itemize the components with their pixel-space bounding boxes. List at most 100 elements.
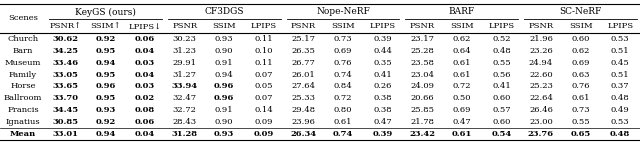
Text: 0.48: 0.48 xyxy=(492,47,511,55)
Text: 0.04: 0.04 xyxy=(135,130,155,138)
Text: 29.48: 29.48 xyxy=(291,106,316,114)
Text: 0.44: 0.44 xyxy=(373,47,392,55)
Text: Mean: Mean xyxy=(10,130,36,138)
Text: 34.45: 34.45 xyxy=(52,106,79,114)
Text: 0.92: 0.92 xyxy=(95,35,116,43)
Text: 0.37: 0.37 xyxy=(611,83,630,90)
Text: Francis: Francis xyxy=(7,106,39,114)
Text: 22.64: 22.64 xyxy=(529,94,553,102)
Text: 0.03: 0.03 xyxy=(135,83,155,90)
Text: 0.64: 0.64 xyxy=(452,47,471,55)
Text: 0.06: 0.06 xyxy=(135,35,155,43)
Text: 0.05: 0.05 xyxy=(255,83,273,90)
Text: 0.53: 0.53 xyxy=(611,35,630,43)
Text: 0.61: 0.61 xyxy=(333,118,352,126)
Text: 0.07: 0.07 xyxy=(255,71,273,79)
Text: 33.65: 33.65 xyxy=(52,83,79,90)
Text: 0.10: 0.10 xyxy=(255,47,273,55)
Text: 0.26: 0.26 xyxy=(373,83,392,90)
Text: Ignatius: Ignatius xyxy=(6,118,40,126)
Text: 0.69: 0.69 xyxy=(452,106,471,114)
Text: 0.90: 0.90 xyxy=(215,47,234,55)
Text: 23.17: 23.17 xyxy=(410,35,434,43)
Text: 32.72: 32.72 xyxy=(173,106,196,114)
Text: 0.91: 0.91 xyxy=(215,106,234,114)
Text: CF3DGS: CF3DGS xyxy=(204,8,244,16)
Text: 23.04: 23.04 xyxy=(410,71,434,79)
Text: 0.41: 0.41 xyxy=(492,83,511,90)
Text: BARF: BARF xyxy=(449,8,475,16)
Text: 0.11: 0.11 xyxy=(255,59,273,67)
Text: 0.52: 0.52 xyxy=(492,35,511,43)
Text: 23.76: 23.76 xyxy=(528,130,554,138)
Text: 20.66: 20.66 xyxy=(410,94,434,102)
Text: 23.96: 23.96 xyxy=(291,118,316,126)
Text: PSNR: PSNR xyxy=(529,22,554,31)
Text: Ballroom: Ballroom xyxy=(4,94,42,102)
Text: 0.03: 0.03 xyxy=(135,59,155,67)
Text: SSIM: SSIM xyxy=(569,22,593,31)
Text: 33.05: 33.05 xyxy=(53,71,79,79)
Text: 0.63: 0.63 xyxy=(572,71,590,79)
Text: 24.09: 24.09 xyxy=(410,83,434,90)
Text: Museum: Museum xyxy=(5,59,41,67)
Text: PSNR: PSNR xyxy=(172,22,197,31)
Text: 0.38: 0.38 xyxy=(373,94,392,102)
Text: 0.06: 0.06 xyxy=(135,118,155,126)
Text: 0.51: 0.51 xyxy=(611,47,630,55)
Text: 33.46: 33.46 xyxy=(52,59,79,67)
Text: 0.74: 0.74 xyxy=(333,130,353,138)
Text: 31.23: 31.23 xyxy=(173,47,196,55)
Text: 0.92: 0.92 xyxy=(95,118,116,126)
Text: 0.94: 0.94 xyxy=(95,59,116,67)
Text: 23.58: 23.58 xyxy=(410,59,434,67)
Text: Family: Family xyxy=(9,71,37,79)
Text: 25.85: 25.85 xyxy=(410,106,434,114)
Text: 30.23: 30.23 xyxy=(173,35,196,43)
Text: 0.55: 0.55 xyxy=(492,59,511,67)
Text: 0.14: 0.14 xyxy=(255,106,273,114)
Text: 0.84: 0.84 xyxy=(333,83,353,90)
Text: Barn: Barn xyxy=(13,47,33,55)
Text: 26.35: 26.35 xyxy=(291,47,316,55)
Text: 0.48: 0.48 xyxy=(610,130,630,138)
Text: 0.91: 0.91 xyxy=(215,59,234,67)
Text: LPIPS↓: LPIPS↓ xyxy=(129,22,161,31)
Text: 0.76: 0.76 xyxy=(333,59,352,67)
Text: 0.95: 0.95 xyxy=(95,71,116,79)
Text: 0.53: 0.53 xyxy=(611,118,630,126)
Text: 0.51: 0.51 xyxy=(611,71,630,79)
Text: 31.27: 31.27 xyxy=(173,71,196,79)
Text: LPIPS: LPIPS xyxy=(488,22,515,31)
Text: LPIPS: LPIPS xyxy=(369,22,396,31)
Text: 0.69: 0.69 xyxy=(572,59,590,67)
Text: 0.72: 0.72 xyxy=(452,83,471,90)
Text: 0.73: 0.73 xyxy=(333,35,352,43)
Text: 0.61: 0.61 xyxy=(452,130,472,138)
Text: 0.69: 0.69 xyxy=(333,47,352,55)
Text: 0.48: 0.48 xyxy=(611,94,630,102)
Text: 30.85: 30.85 xyxy=(52,118,79,126)
Text: 0.09: 0.09 xyxy=(255,118,273,126)
Text: 0.61: 0.61 xyxy=(452,59,471,67)
Text: 0.96: 0.96 xyxy=(214,94,234,102)
Text: 26.01: 26.01 xyxy=(292,71,316,79)
Text: 0.39: 0.39 xyxy=(372,130,393,138)
Text: 0.49: 0.49 xyxy=(611,106,630,114)
Text: 0.45: 0.45 xyxy=(611,59,630,67)
Text: 28.43: 28.43 xyxy=(173,118,196,126)
Text: 0.09: 0.09 xyxy=(253,130,274,138)
Text: 33.94: 33.94 xyxy=(172,83,198,90)
Text: 26.34: 26.34 xyxy=(291,130,316,138)
Text: 0.38: 0.38 xyxy=(373,106,392,114)
Text: 0.93: 0.93 xyxy=(95,106,116,114)
Text: 25.23: 25.23 xyxy=(529,83,553,90)
Text: PSNR: PSNR xyxy=(410,22,435,31)
Text: 0.74: 0.74 xyxy=(333,71,353,79)
Text: 21.96: 21.96 xyxy=(529,35,553,43)
Text: 0.60: 0.60 xyxy=(492,94,511,102)
Text: 0.80: 0.80 xyxy=(333,106,352,114)
Text: 0.90: 0.90 xyxy=(215,118,234,126)
Text: SSIM: SSIM xyxy=(331,22,355,31)
Text: 25.28: 25.28 xyxy=(410,47,434,55)
